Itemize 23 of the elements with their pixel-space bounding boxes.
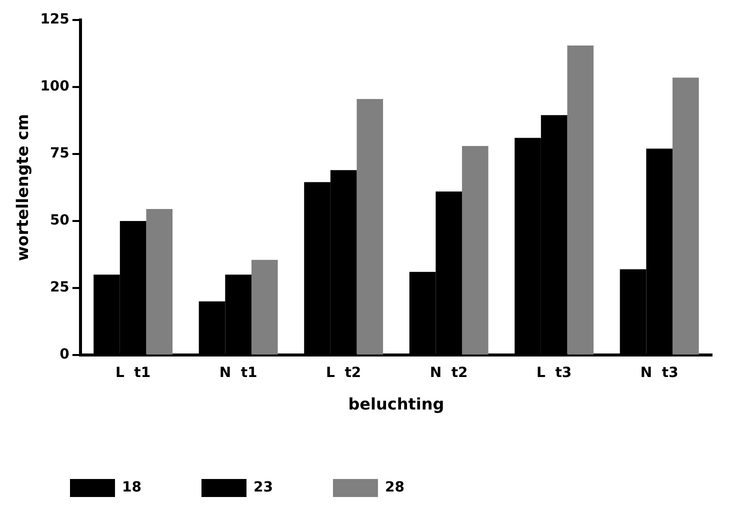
y-tick-label: 100 <box>40 78 70 95</box>
bar <box>672 78 699 354</box>
x-tick-label: N t3 <box>640 365 678 382</box>
legend-label: 23 <box>253 480 273 496</box>
bar <box>146 208 173 354</box>
y-axis-title: wortellengte cm <box>12 114 32 262</box>
y-tick-label: 25 <box>50 280 70 296</box>
bar <box>356 99 384 354</box>
bar <box>462 146 488 354</box>
legend-label: 28 <box>384 480 404 496</box>
y-tick-label: 125 <box>40 12 70 28</box>
x-tick-label: L t3 <box>536 365 572 382</box>
x-axis-title: beluchting <box>348 394 444 414</box>
bar <box>567 45 594 354</box>
y-tick-label: 50 <box>50 212 70 229</box>
y-tick-label: 0 <box>60 346 70 363</box>
y-tick-label: 75 <box>50 146 70 162</box>
legend-label: 18 <box>122 480 142 496</box>
x-tick-label: N t1 <box>219 365 258 382</box>
bar <box>251 260 278 354</box>
x-tick-label: L t2 <box>326 365 362 382</box>
x-tick-label: L t1 <box>116 365 151 382</box>
x-tick-label: N t2 <box>430 365 468 382</box>
